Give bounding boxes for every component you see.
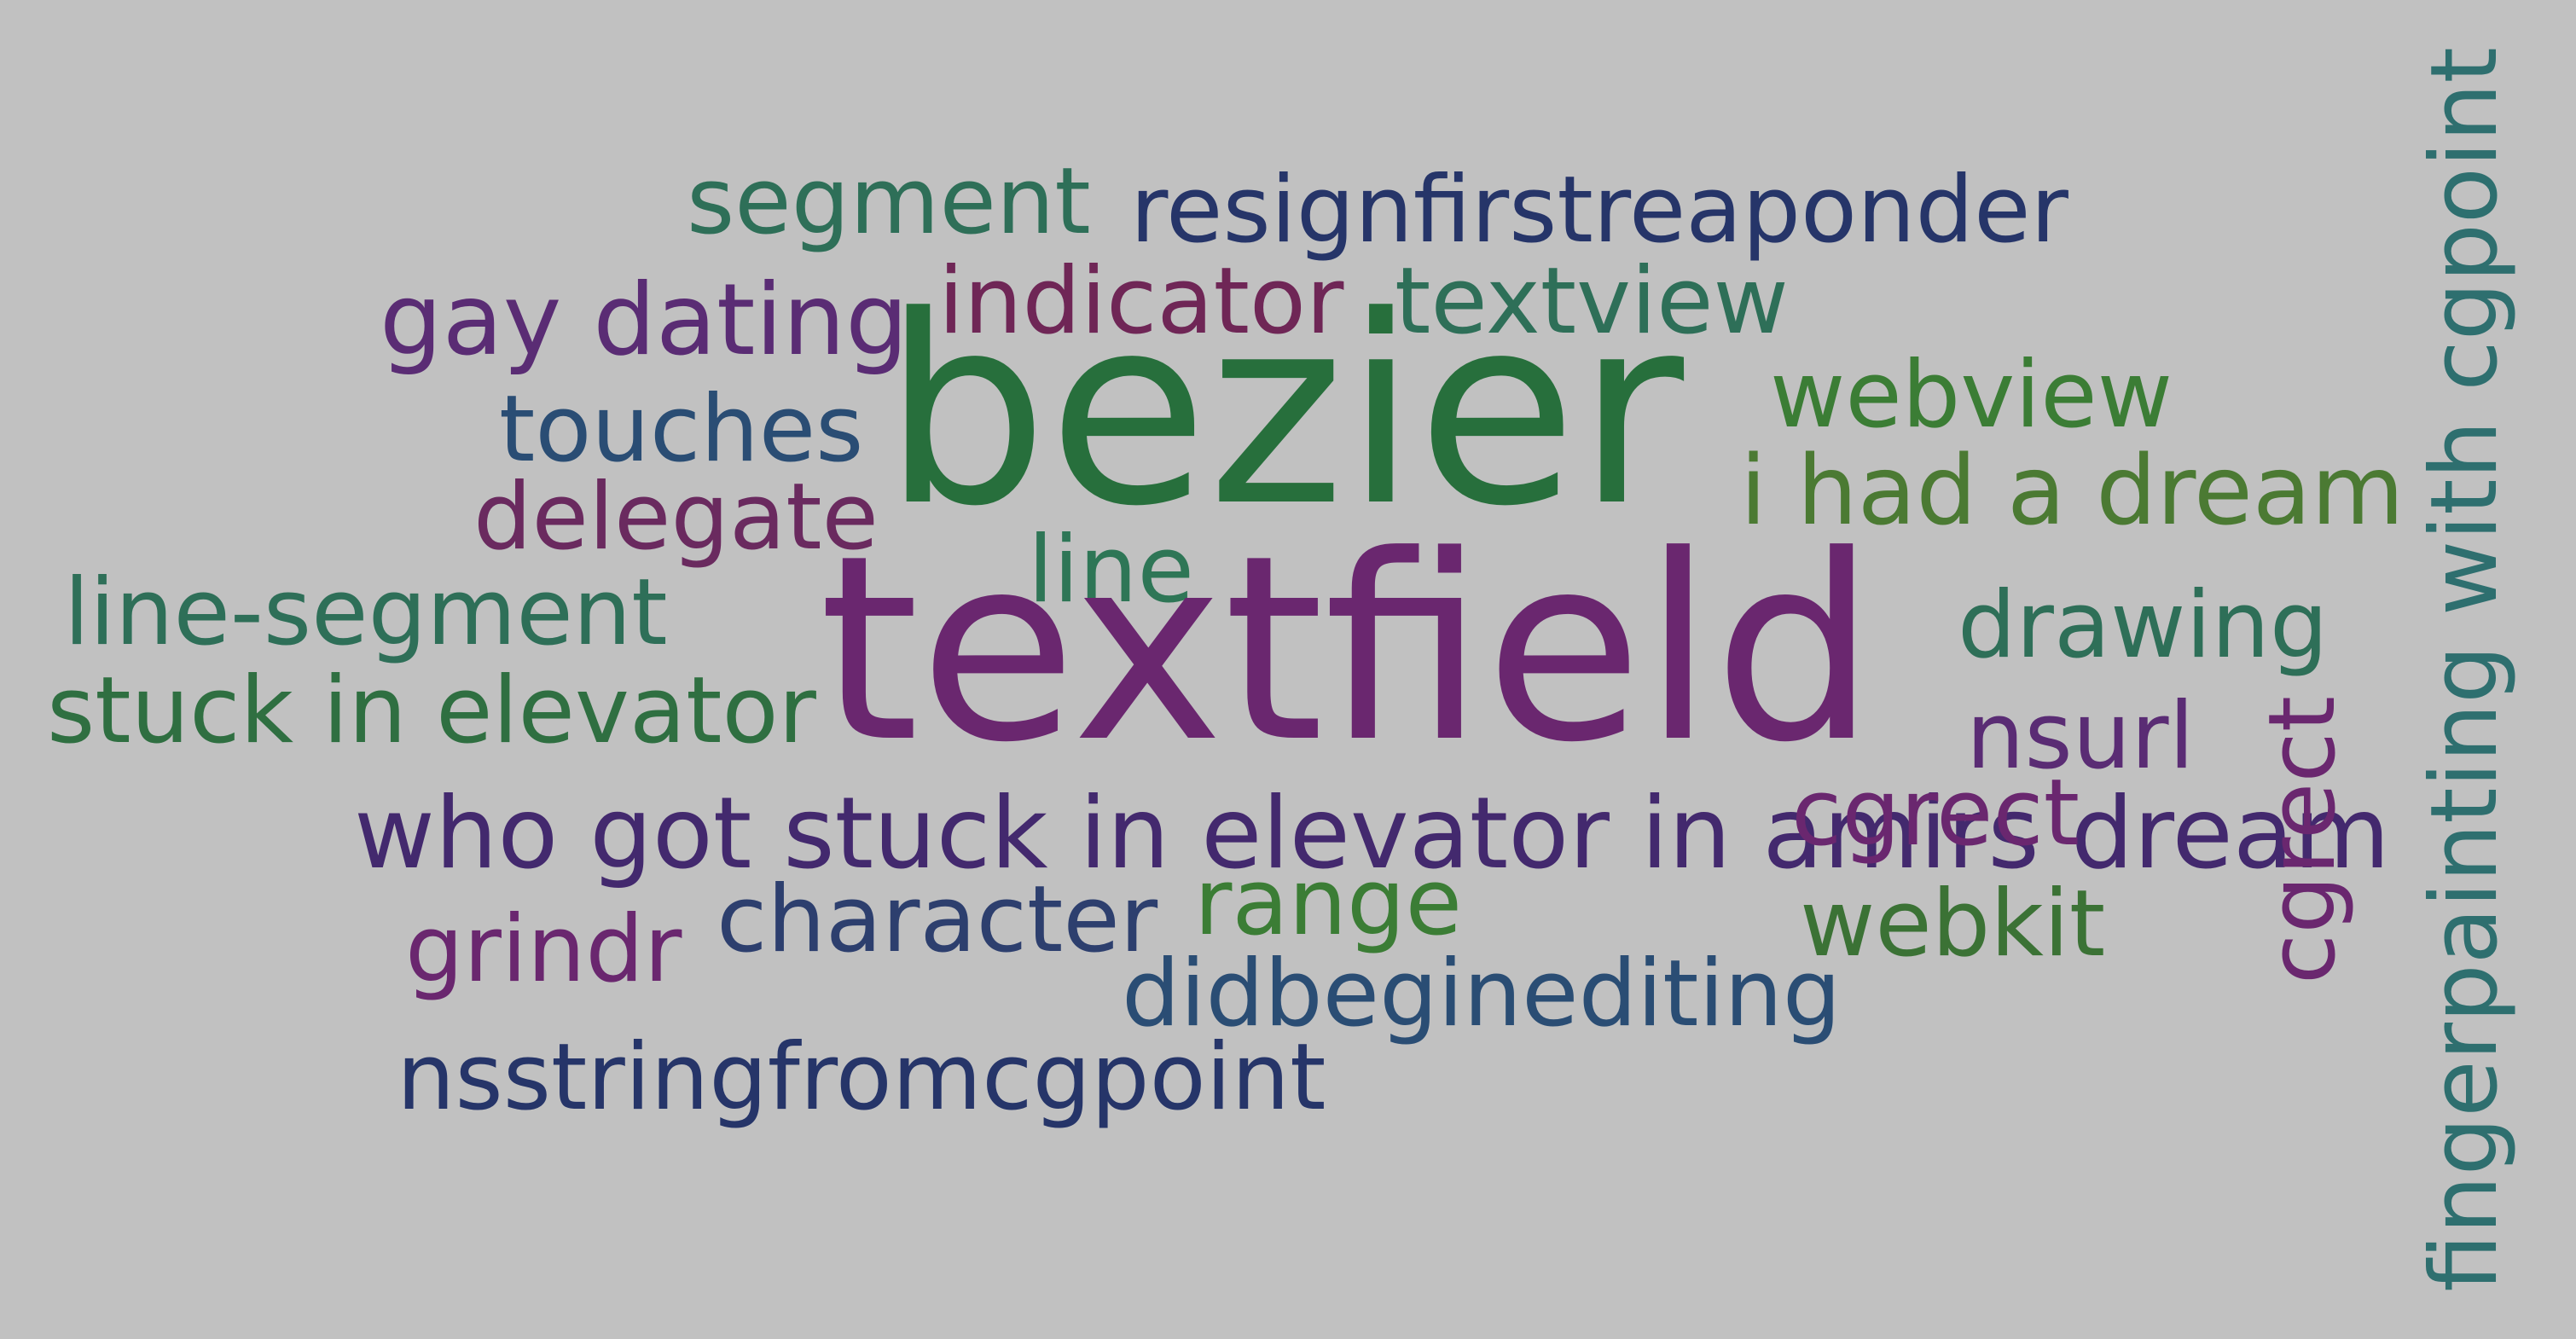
word-i-had-a-dream: i had a dream [1740,436,2405,547]
word-indicator: indicator [938,248,1344,355]
word-character: character [717,867,1158,973]
word-resignfirstreaponder: resignfirstreaponder [1130,157,2068,264]
word-line: line [1028,517,1194,623]
word-textview: textview [1395,248,1789,355]
word-fingerpainting-with-cgpoint: fingerpainting with cgpoint [2411,47,2518,1292]
word-didbeginediting: didbeginediting [1122,941,1842,1047]
word-drawing: drawing [1958,572,2329,679]
word-grindr: grindr [405,896,682,1003]
word-textfield: textfield [819,501,1877,798]
word-segment: segment [687,148,1091,255]
word-cgrect-vertical: cgrect [2249,695,2356,985]
word-gay-dating: gay dating [380,263,908,378]
word-webview: webview [1770,342,2173,449]
word-nsstringfromcgpoint: nsstringfromcgpoint [397,1024,1326,1131]
word-webkit: webkit [1800,871,2106,977]
word-cgrect: cgrect [1791,760,2080,867]
word-nsurl: nsurl [1966,683,2195,790]
word-stuck-in-elevator: stuck in elevator [47,658,816,764]
word-who-got-stuck: who got stuck in elevator in amirs dream [354,776,2390,891]
word-line-segment: line-segment [64,559,668,666]
word-bezier: bezier [883,260,1685,563]
word-touches: touches [499,376,864,483]
word-range: range [1194,849,1463,956]
word-delegate: delegate [473,464,879,571]
